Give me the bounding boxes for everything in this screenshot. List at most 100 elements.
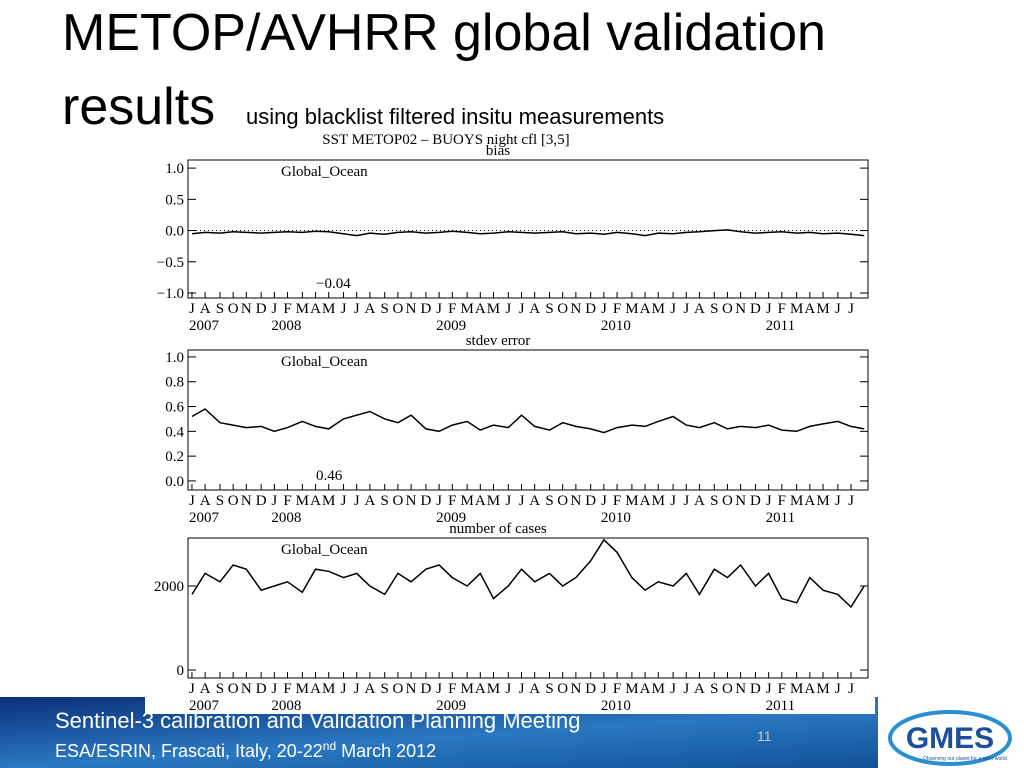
x-year-label: 2011 — [766, 698, 795, 714]
x-tick-label: J — [271, 681, 277, 697]
x-tick-label: N — [241, 493, 252, 509]
footer-line: ESA/ESRIN, Frascati, Italy, 20-22nd Marc… — [55, 739, 436, 761]
x-tick-label: A — [200, 681, 211, 697]
annotation: −0.04 — [316, 276, 351, 292]
x-tick-label: O — [722, 301, 733, 317]
x-tick-label: M — [816, 493, 829, 509]
x-tick-label: J — [848, 681, 854, 697]
x-tick-label: O — [722, 493, 733, 509]
x-tick-label: O — [392, 493, 403, 509]
footer-text: Sentinel-3 calibration and Validation Pl… — [55, 708, 581, 761]
x-tick-label: J — [519, 493, 525, 509]
x-tick-label: J — [766, 681, 772, 697]
x-tick-label: M — [460, 681, 473, 697]
logo-text: GMES — [906, 722, 994, 755]
x-tick-label: J — [670, 681, 676, 697]
x-tick-label: S — [381, 301, 389, 317]
x-tick-label: F — [283, 493, 291, 509]
x-tick-label: M — [790, 493, 803, 509]
x-tick-label: O — [228, 493, 239, 509]
footer-text-part: ESA/ESRIN, Frascati, Italy, 20-22 — [55, 741, 323, 761]
x-tick-label: D — [750, 301, 761, 317]
x-tick-label: M — [652, 681, 665, 697]
x-tick-label: M — [322, 301, 335, 317]
x-tick-label: N — [570, 681, 581, 697]
x-tick-label: O — [228, 681, 239, 697]
x-tick-label: A — [364, 301, 375, 317]
x-tick-label: D — [256, 493, 267, 509]
x-tick-label: J — [189, 493, 195, 509]
x-tick-label: M — [790, 681, 803, 697]
x-tick-label: S — [545, 681, 553, 697]
x-tick-label: O — [722, 681, 733, 697]
x-tick-label: D — [256, 681, 267, 697]
x-tick-label: A — [310, 681, 321, 697]
x-tick-label: D — [585, 301, 596, 317]
slide-subtitle: using blacklist filtered insitu measurem… — [246, 104, 664, 129]
x-tick-label: O — [392, 301, 403, 317]
x-tick-label: A — [529, 681, 540, 697]
x-tick-label: N — [735, 301, 746, 317]
x-tick-label: A — [694, 681, 705, 697]
figure-bottom — [145, 697, 875, 714]
x-tick-label: A — [364, 493, 375, 509]
x-tick-label: F — [283, 681, 291, 697]
plot-frame — [187, 349, 869, 491]
region-label: Global_Ocean — [281, 354, 368, 370]
x-tick-label: J — [354, 493, 360, 509]
x-tick-label: F — [448, 301, 456, 317]
y-tick-label: 0.6 — [165, 400, 184, 416]
x-tick-label: N — [570, 301, 581, 317]
x-tick-label: N — [241, 681, 252, 697]
x-tick-label: J — [601, 681, 607, 697]
x-tick-label: J — [341, 301, 347, 317]
x-tick-label: S — [216, 301, 224, 317]
x-tick-label: M — [487, 301, 500, 317]
x-year-label: 2011 — [766, 510, 795, 526]
x-tick-label: A — [310, 301, 321, 317]
x-tick-label: J — [683, 681, 689, 697]
x-tick-label: M — [322, 681, 335, 697]
x-tick-label: N — [735, 493, 746, 509]
x-tick-label: S — [381, 493, 389, 509]
x-year-label: 2010 — [601, 318, 631, 334]
x-tick-label: F — [778, 493, 786, 509]
page-number: 11 — [757, 728, 772, 744]
plot-frame — [187, 159, 869, 299]
x-year-label: 2007 — [189, 510, 220, 526]
x-tick-label: M — [816, 681, 829, 697]
x-tick-label: J — [519, 301, 525, 317]
x-tick-label: A — [200, 493, 211, 509]
x-tick-label: A — [804, 493, 815, 509]
slide-title: METOP/AVHRR global validation — [62, 4, 826, 62]
chart-title: stdev error — [466, 333, 531, 349]
x-tick-label: D — [256, 301, 267, 317]
x-tick-label: J — [683, 301, 689, 317]
x-tick-label: J — [601, 493, 607, 509]
x-tick-label: J — [766, 493, 772, 509]
y-tick-label: 0.8 — [165, 375, 184, 391]
y-tick-label: −0.5 — [157, 255, 184, 271]
x-tick-label: N — [406, 681, 417, 697]
x-tick-label: S — [710, 301, 718, 317]
x-tick-label: J — [835, 493, 841, 509]
footer-text-part: March 2012 — [336, 741, 436, 761]
footer: GMES Observing our planet for a safer wo… — [0, 697, 1024, 768]
data-line — [191, 229, 865, 237]
x-tick-label: M — [652, 301, 665, 317]
x-tick-label: J — [848, 493, 854, 509]
x-tick-label: J — [354, 301, 360, 317]
x-tick-label: M — [816, 301, 829, 317]
x-tick-label: O — [392, 681, 403, 697]
x-year-label: 2007 — [189, 318, 220, 334]
logo-ring — [888, 710, 1012, 766]
y-tick-label: 0 — [177, 663, 185, 679]
x-tick-label: F — [613, 681, 621, 697]
x-tick-label: N — [570, 493, 581, 509]
logo-box — [878, 697, 1024, 768]
x-tick-label: J — [354, 681, 360, 697]
x-tick-label: D — [421, 493, 432, 509]
x-tick-label: J — [519, 681, 525, 697]
